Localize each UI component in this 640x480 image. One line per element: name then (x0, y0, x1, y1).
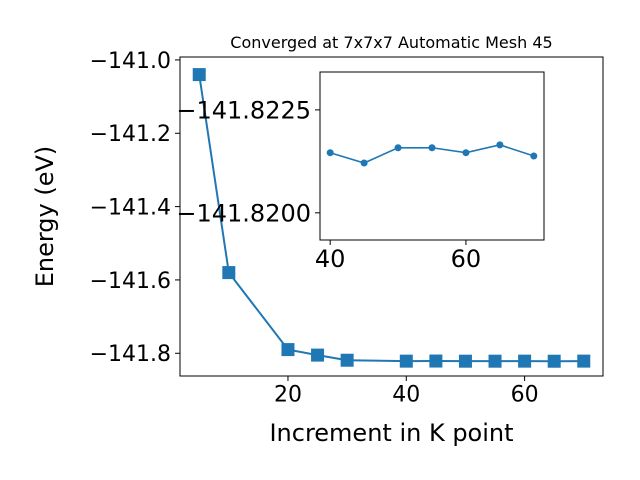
x-tick-label: 60 (451, 245, 482, 273)
marker (458, 354, 472, 368)
y-tick-label: −141.0 (90, 49, 171, 74)
marker (311, 348, 325, 362)
marker (192, 68, 206, 82)
x-axis-label: Increment in K point (269, 419, 513, 447)
marker (462, 149, 470, 157)
axes-frame (319, 71, 545, 241)
chart-title: Converged at 7x7x7 Automatic Mesh 45 (230, 33, 552, 52)
plot-area (320, 72, 544, 240)
marker (496, 141, 504, 149)
marker (399, 354, 413, 368)
marker (530, 152, 538, 160)
marker (394, 144, 402, 152)
axes-frame (179, 56, 604, 377)
x-tick-label: 20 (274, 383, 302, 408)
marker (360, 159, 368, 167)
marker (429, 354, 443, 368)
y-tick-label: −141.8200 (176, 199, 311, 227)
marker (547, 354, 561, 368)
x-tick-label: 40 (392, 383, 420, 408)
x-tick-label: 60 (511, 383, 539, 408)
x-tick-label: 40 (315, 245, 346, 273)
y-tick-label: −141.8225 (176, 97, 311, 125)
y-tick-label: −141.4 (90, 196, 171, 221)
marker (222, 266, 236, 280)
marker (577, 354, 591, 368)
y-tick-label: −141.8 (90, 342, 171, 367)
y-axis-label: Energy (eV) (31, 146, 59, 288)
marker (326, 149, 334, 157)
marker (428, 144, 436, 152)
marker (340, 353, 354, 367)
y-tick-label: −141.2 (90, 122, 171, 147)
marker (488, 354, 502, 368)
marker (518, 354, 532, 368)
y-tick-label: −141.6 (90, 269, 171, 294)
marker (281, 343, 295, 357)
